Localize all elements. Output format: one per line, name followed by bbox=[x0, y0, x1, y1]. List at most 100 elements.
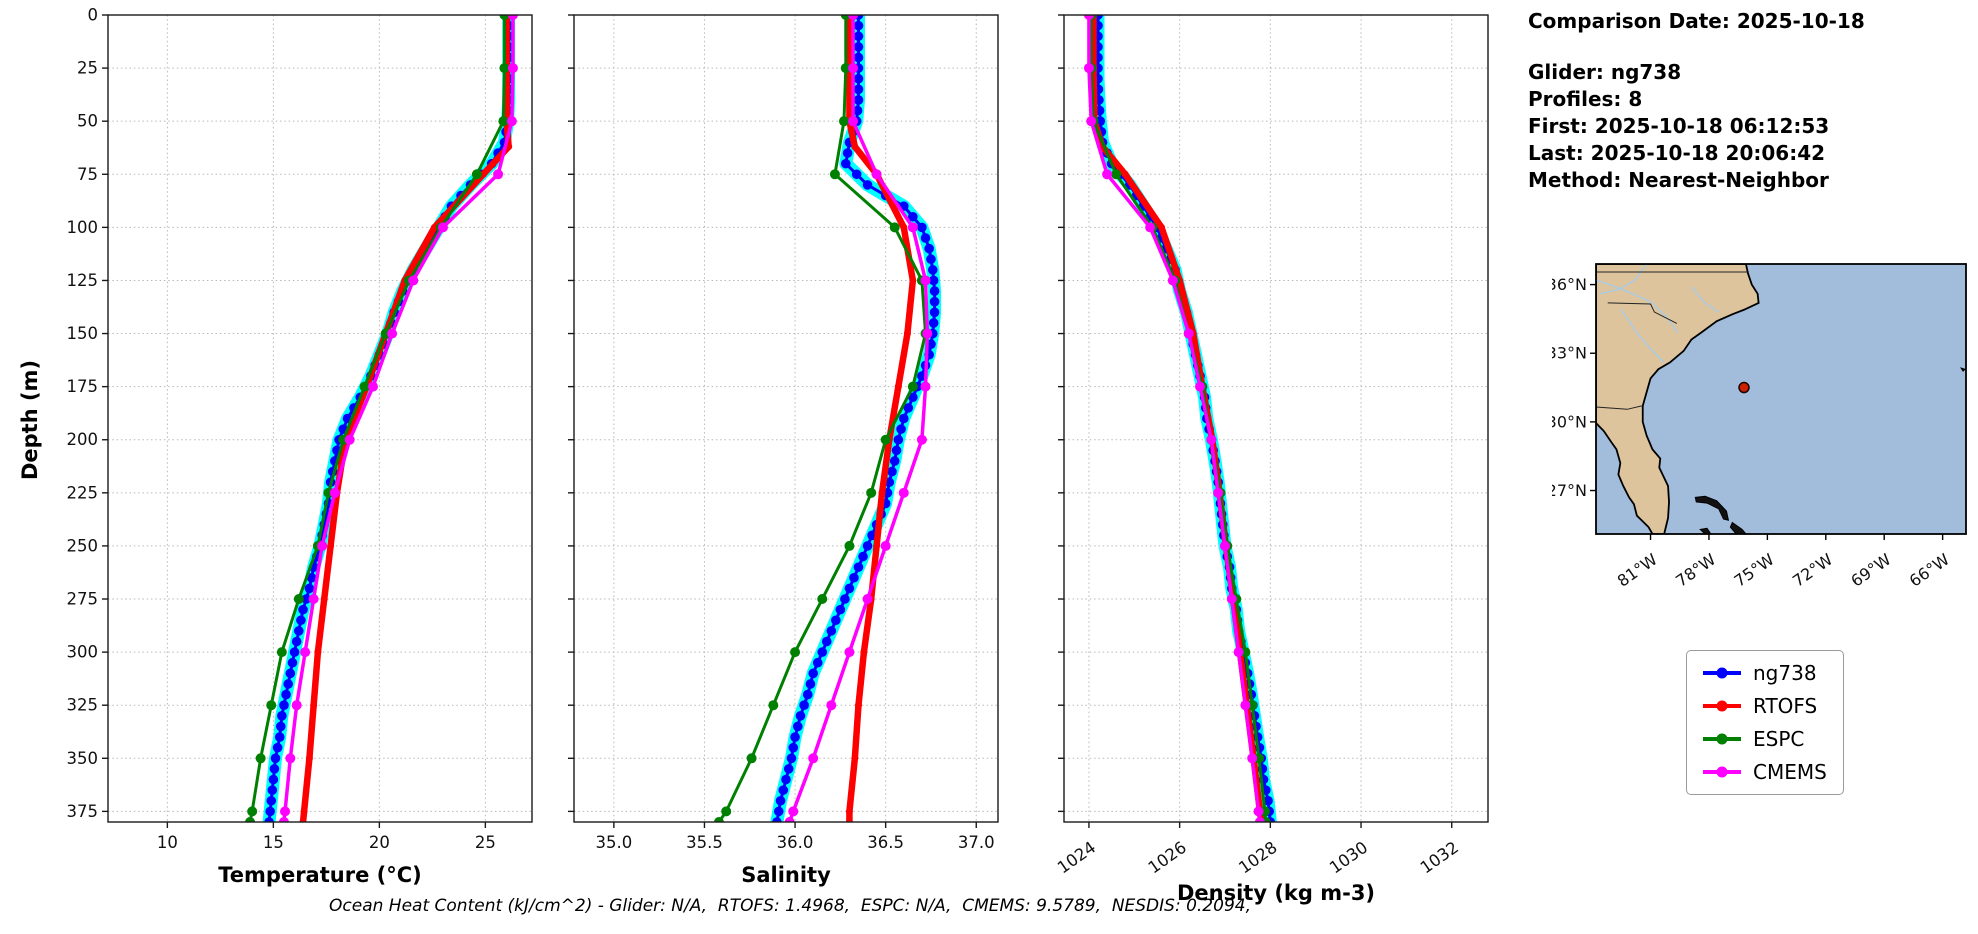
series-marker-ng738 bbox=[826, 626, 837, 636]
series-marker-ng738 bbox=[924, 243, 934, 254]
series-marker-ng738 bbox=[891, 445, 902, 456]
series-marker-CMEMS bbox=[907, 222, 918, 233]
series-marker-CMEMS bbox=[916, 434, 927, 445]
series-marker-CMEMS bbox=[493, 169, 504, 180]
series-marker-ng738 bbox=[853, 20, 864, 31]
y-tick-label: 325 bbox=[67, 696, 99, 715]
series-marker-ng738 bbox=[853, 95, 864, 105]
series-marker-ng738 bbox=[858, 551, 868, 562]
series-marker-RTOFS bbox=[300, 807, 308, 815]
series-marker-CMEMS bbox=[344, 434, 355, 445]
series-marker-ng738 bbox=[893, 434, 904, 445]
legend-label: RTOFS bbox=[1753, 694, 1818, 718]
series-marker-CMEMS bbox=[1233, 647, 1244, 658]
series-marker-CMEMS bbox=[808, 753, 819, 764]
series-marker-CMEMS bbox=[308, 594, 319, 605]
series-marker-ng738 bbox=[792, 721, 803, 732]
series-group bbox=[713, 15, 942, 822]
legend-entry-CMEMS: CMEMS bbox=[1703, 760, 1827, 784]
legend-label: CMEMS bbox=[1753, 760, 1827, 784]
series-marker-RTOFS bbox=[860, 648, 868, 656]
series-marker-ESPC bbox=[829, 169, 840, 180]
series-marker-ng738 bbox=[790, 732, 800, 742]
series-marker-ESPC bbox=[499, 63, 510, 74]
state-border-line bbox=[1596, 405, 1642, 410]
legend-dot bbox=[1716, 667, 1728, 679]
series-marker-ESPC bbox=[721, 806, 732, 817]
series-marker-CMEMS bbox=[1086, 116, 1097, 127]
glider-text: Glider: ng738 bbox=[1528, 60, 1682, 84]
series-marker-RTOFS bbox=[845, 818, 853, 822]
map-lon-tick-label: 72°W bbox=[1789, 550, 1836, 591]
series-marker-ng738 bbox=[849, 572, 859, 583]
series-marker-ESPC bbox=[907, 381, 918, 392]
series-marker-CMEMS bbox=[278, 817, 289, 822]
series-marker-CMEMS bbox=[437, 222, 448, 233]
series-marker-ng738 bbox=[266, 795, 277, 806]
series-marker-RTOFS bbox=[314, 648, 322, 656]
series-marker-ng738 bbox=[842, 148, 853, 158]
series-line-ng738 bbox=[267, 15, 511, 822]
series-line-CMEMS bbox=[1087, 15, 1262, 822]
series-marker-RTOFS bbox=[851, 143, 859, 151]
series-marker-ng738 bbox=[298, 604, 308, 615]
series-marker-ng738 bbox=[775, 795, 786, 806]
series-marker-ng738 bbox=[840, 594, 850, 604]
y-tick-label: 150 bbox=[67, 324, 99, 343]
series-marker-ESPC bbox=[359, 381, 370, 392]
y-tick-label: 175 bbox=[67, 377, 99, 396]
series-marker-ng738 bbox=[889, 456, 900, 466]
x-tick-label: 35.5 bbox=[686, 833, 723, 852]
series-marker-ng738 bbox=[772, 817, 782, 822]
series-marker-CMEMS bbox=[507, 15, 518, 20]
last-profile-text: Last: 2025-10-18 20:06:42 bbox=[1528, 141, 1826, 165]
plot-frame bbox=[107, 14, 533, 823]
map-frame bbox=[1595, 263, 1967, 535]
series-marker-CMEMS bbox=[920, 381, 931, 392]
series-marker-CMEMS bbox=[1083, 15, 1094, 20]
series-marker-ng738 bbox=[795, 711, 806, 721]
series-marker-RTOFS bbox=[305, 754, 313, 762]
y-tick-label: 350 bbox=[67, 749, 99, 768]
x-tick-label: 35.0 bbox=[595, 833, 632, 852]
x-tick-label: 15 bbox=[263, 833, 284, 852]
series-marker-ng738 bbox=[852, 105, 863, 116]
series-marker-ng738 bbox=[781, 774, 791, 785]
series-marker-RTOFS bbox=[903, 330, 911, 338]
x-tick-label: 1032 bbox=[1417, 838, 1462, 878]
series-marker-ng738 bbox=[267, 785, 278, 795]
series-marker-ng738 bbox=[304, 583, 315, 594]
y-tick-label: 0 bbox=[88, 6, 99, 25]
series-marker-CMEMS bbox=[898, 487, 909, 498]
series-marker-ng738 bbox=[786, 753, 797, 764]
legend-label: ESPC bbox=[1753, 727, 1805, 751]
y-tick-label: 25 bbox=[77, 59, 98, 78]
series-marker-ng738 bbox=[788, 742, 799, 753]
y-tick-label: 50 bbox=[77, 112, 98, 131]
series-marker-ng738 bbox=[265, 806, 275, 817]
series-marker-CMEMS bbox=[317, 540, 328, 551]
legend: ng738 RTOFS ESPC CMEMS bbox=[1686, 650, 1844, 795]
series-marker-ng738 bbox=[929, 286, 940, 296]
series-marker-ng738 bbox=[917, 222, 927, 233]
map-lon-tick-label: 69°W bbox=[1847, 550, 1894, 591]
series-marker-ng738 bbox=[853, 84, 864, 95]
series-marker-ng738 bbox=[285, 668, 296, 679]
series-group bbox=[245, 15, 518, 822]
x-tick-label: 1026 bbox=[1145, 838, 1190, 878]
plot-frame bbox=[1063, 14, 1489, 823]
series-group bbox=[1083, 15, 1277, 822]
legend-dot bbox=[1716, 766, 1728, 778]
series-marker-CMEMS bbox=[387, 328, 398, 339]
profiles-text: Profiles: 8 bbox=[1528, 87, 1643, 111]
series-marker-ng738 bbox=[920, 233, 931, 243]
series-marker-ng738 bbox=[898, 413, 909, 424]
series-line-ESPC bbox=[1089, 15, 1268, 822]
series-marker-ng738 bbox=[812, 657, 823, 668]
map-lon-tick-label: 75°W bbox=[1731, 550, 1778, 591]
x-tick-label: 25 bbox=[475, 833, 496, 852]
series-marker-ESPC bbox=[245, 817, 256, 822]
map-lat-tick-label: 27°N bbox=[1552, 481, 1587, 500]
y-tick-label: 300 bbox=[67, 643, 99, 662]
map-lat-tick-label: 30°N bbox=[1552, 412, 1587, 431]
